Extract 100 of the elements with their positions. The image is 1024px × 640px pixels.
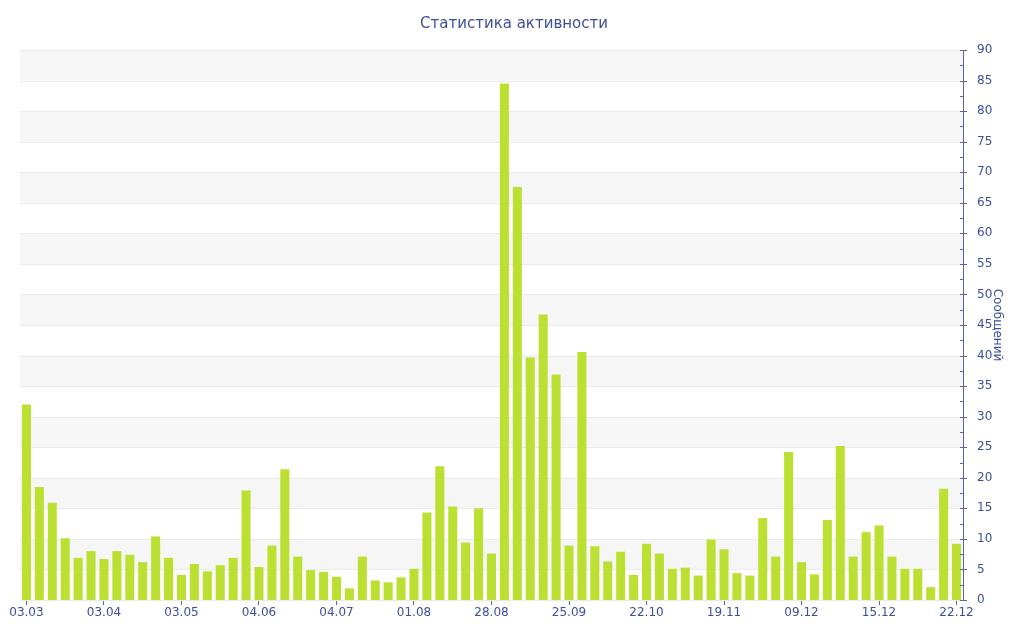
y-tick-label: 0: [977, 592, 985, 607]
y-tick-label: 55: [977, 256, 993, 271]
y-tick-label: 5: [977, 561, 985, 576]
y-tick-label: 60: [977, 225, 993, 240]
y-tick-label: 40: [977, 347, 993, 362]
bar: [654, 553, 664, 600]
bar: [784, 452, 794, 600]
x-tick-label: 09.12: [784, 605, 819, 620]
bar: [538, 314, 548, 600]
bar: [138, 562, 148, 600]
x-tick-label: 03.03: [9, 605, 44, 620]
bar: [306, 570, 316, 600]
bar: [952, 543, 962, 600]
bar: [771, 556, 781, 600]
x-tick-label: 04.07: [319, 605, 354, 620]
y-tick-label: 10: [977, 531, 993, 546]
bar: [293, 556, 303, 600]
bar: [422, 512, 432, 600]
bar: [409, 568, 419, 600]
bar: [719, 549, 729, 600]
bar: [732, 573, 742, 600]
bar: [616, 551, 626, 600]
bar: [176, 574, 186, 600]
y-tick-label: 75: [977, 133, 993, 148]
y-tick-label: 65: [977, 194, 993, 209]
bar: [822, 519, 832, 600]
y-tick-label: 45: [977, 317, 993, 332]
bar: [835, 446, 845, 600]
bar: [758, 518, 768, 600]
bar: [486, 553, 497, 600]
bar: [512, 186, 522, 600]
bar: [280, 469, 290, 600]
bar: [319, 571, 329, 600]
x-tick-label: 22.10: [629, 605, 664, 620]
x-tick-label: 03.05: [164, 605, 199, 620]
bar: [34, 486, 44, 600]
bar: [926, 587, 936, 600]
bar: [99, 559, 109, 600]
bar: [603, 561, 613, 600]
bar: [215, 565, 225, 600]
bar: [189, 563, 199, 600]
bar: [21, 404, 31, 600]
bar: [112, 551, 122, 600]
bar: [344, 588, 354, 600]
x-tick-label: 28.08: [474, 605, 509, 620]
bar: [396, 577, 406, 600]
bar: [525, 357, 535, 600]
x-tick-label: 22.12: [939, 605, 974, 620]
bar: [202, 571, 212, 600]
y-tick-label: 35: [977, 378, 993, 393]
y-tick-label: 85: [977, 72, 993, 87]
bar: [241, 490, 251, 600]
bar: [913, 568, 923, 600]
bar: [47, 502, 57, 600]
bar: [809, 574, 819, 600]
bar: [267, 545, 277, 600]
bar: [848, 556, 858, 600]
bar: [577, 351, 587, 600]
bar: [551, 374, 561, 600]
bar: [60, 538, 70, 600]
x-tick-label: 19.11: [706, 605, 742, 620]
bar: [706, 539, 716, 600]
bar: [939, 488, 949, 600]
x-tick-label: 04.06: [241, 605, 277, 620]
bar: [435, 466, 445, 600]
x-tick-label: 25.09: [551, 605, 587, 620]
bar: [693, 575, 703, 600]
chart-title: Статистика активности: [420, 13, 608, 32]
bar: [745, 575, 755, 600]
bar: [564, 545, 574, 600]
bar: [383, 582, 393, 600]
bar: [86, 551, 96, 600]
y-tick-label: 30: [977, 408, 993, 423]
bar: [474, 508, 484, 600]
y-tick-label: 20: [977, 469, 993, 484]
bar: [900, 568, 910, 600]
bar: [667, 568, 677, 600]
bar: [73, 557, 83, 600]
bar: [331, 576, 342, 600]
bar: [164, 557, 174, 600]
bar: [370, 580, 380, 600]
bar: [228, 557, 238, 600]
bar: [151, 536, 161, 600]
bar: [861, 532, 871, 600]
bar: [461, 542, 471, 600]
y-tick-label: 70: [977, 164, 993, 179]
bar: [887, 556, 897, 600]
y-tick-label: 15: [977, 500, 993, 515]
y-tick-label: 90: [977, 42, 993, 57]
bar: [499, 83, 509, 600]
y-tick-label: 50: [977, 286, 993, 301]
bar: [254, 567, 264, 600]
y-tick-label: 80: [977, 103, 993, 118]
bar: [125, 554, 135, 600]
x-tick-label: 01.08: [396, 605, 432, 620]
y-tick-label: 25: [977, 439, 993, 454]
bar: [874, 525, 884, 600]
bar: [797, 562, 807, 600]
x-tick-label: 15.12: [861, 605, 897, 620]
x-tick-label: 03.04: [86, 605, 122, 620]
